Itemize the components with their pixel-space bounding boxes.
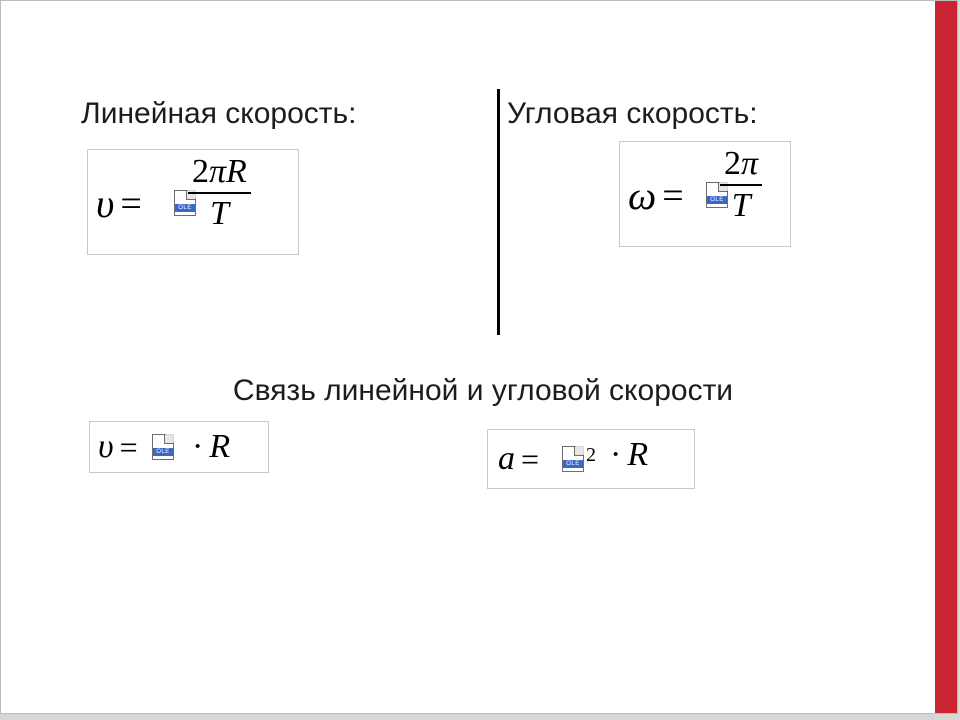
formula-linear-speed: υ = OLE 2πR T [87,149,299,255]
equation-angular: ω = [628,172,688,219]
symbol-pi: π [209,153,226,190]
formula-v-omega-r: υ = OLE · R [89,421,269,473]
heading-linear: Линейная скорость: [81,97,357,131]
vertical-divider [497,89,500,335]
symbol-R: R [209,428,230,466]
symbol-v: υ [98,428,114,466]
fraction-angular: 2π T [720,146,762,223]
tail-v-omega-r: · R [186,428,230,466]
accent-bar [935,1,957,713]
heading-relation: Связь линейной и угловой скорости [183,374,783,408]
formula-a-omega2-r: a = OLE 2 · R [487,429,695,489]
heading-angular: Угловая скорость: [507,97,758,131]
equals-sign: = [662,174,683,218]
symbol-a: a [498,440,515,478]
ole-placeholder-icon: OLE [562,446,584,472]
equals-sign: = [120,182,141,226]
equation-a-omega2-r: a = [498,440,543,478]
ole-placeholder-icon: OLE [152,434,174,460]
ole-label: OLE [563,460,583,468]
dot-operator: · [192,428,203,466]
ole-label: OLE [153,448,173,456]
formula-angular-speed: ω = OLE 2π T [619,141,791,247]
fraction-linear: 2πR T [188,154,251,231]
symbol-omega: ω [628,172,656,219]
slide: Линейная скорость: Угловая скорость: υ =… [0,0,958,714]
numeral-2: 2 [192,153,209,190]
symbol-v: υ [96,180,114,227]
exponent-2: 2 [586,444,596,467]
equation-v-omega-r: υ = [98,428,142,466]
numeral-2: 2 [724,145,741,182]
tail-a-omega2-r: 2 · R [588,436,648,474]
symbol-R: R [226,153,247,190]
dot-operator: · [610,436,621,474]
equals-sign: = [521,441,539,478]
symbol-R: R [627,436,648,474]
equation-linear: υ = [96,180,146,227]
equals-sign: = [120,429,138,466]
symbol-T: T [206,194,233,232]
symbol-pi: π [741,145,758,182]
symbol-T: T [728,186,755,224]
